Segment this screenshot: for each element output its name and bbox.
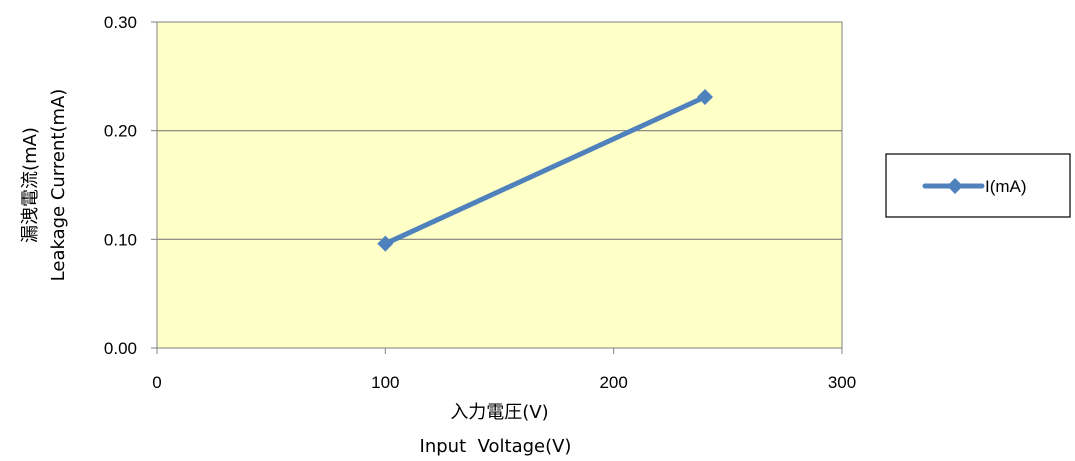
legend: I(mA)	[885, 153, 1071, 218]
y-tick-label: 0.20	[104, 122, 137, 141]
x-tick-label: 100	[371, 373, 399, 392]
plot-area	[156, 21, 843, 349]
y-axis-title-en: Leakage Current(mA)	[48, 89, 69, 282]
y-tick-label: 0.10	[104, 230, 137, 249]
data-point-marker	[697, 88, 713, 105]
y-tick-label: 0.00	[104, 339, 137, 358]
x-tick-label: 200	[599, 373, 627, 392]
legend-label: I(mA)	[985, 177, 1027, 196]
y-axis-ticks: 0.00 0.10 0.20 0.30	[104, 13, 157, 358]
series-group	[377, 88, 713, 252]
data-point-marker	[377, 235, 394, 252]
x-tick-label: 300	[828, 373, 856, 392]
legend-marker-swatch	[947, 178, 963, 194]
y-axis-title-ja: 漏洩電流(mA)	[20, 127, 41, 243]
x-axis-title-en: Input Voltage(V)	[420, 436, 572, 457]
series-line	[382, 94, 708, 247]
y-gridlines	[157, 130, 842, 240]
y-tick-label: 0.30	[104, 13, 137, 32]
x-axis-title-ja: 入力電圧(V)	[450, 402, 548, 423]
x-tick-label: 0	[152, 373, 161, 392]
x-axis-ticks: 0 100 200 300	[152, 348, 856, 392]
